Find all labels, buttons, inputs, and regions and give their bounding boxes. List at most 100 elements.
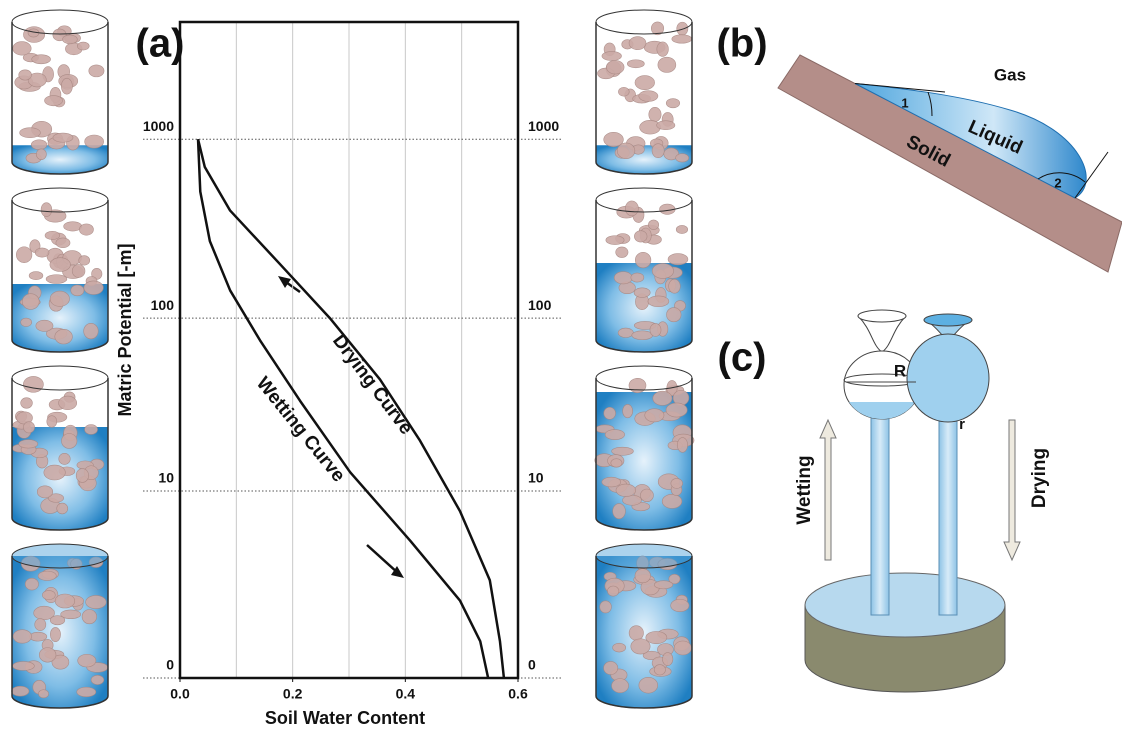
cylinder-edge: [11, 22, 109, 175]
pebble: [652, 390, 673, 406]
pebble: [633, 287, 651, 298]
cylinder-edge: [595, 22, 693, 175]
cylinder: [595, 187, 693, 353]
y-tick-label: 0: [166, 657, 174, 673]
panel-label: (b): [716, 22, 767, 66]
pebble: [653, 664, 666, 676]
pebble: [54, 329, 73, 345]
cylinder-top: [11, 543, 109, 569]
pebble: [624, 200, 639, 217]
y-tick-label: 100: [151, 297, 175, 313]
pebble: [16, 246, 33, 263]
tangent: [854, 83, 946, 93]
radius-label: r: [959, 416, 965, 433]
pebble: [615, 246, 629, 258]
basin-water: [804, 572, 1006, 638]
curve-label: Wetting Curve: [252, 373, 349, 486]
pebble: [12, 661, 35, 671]
tube: [938, 414, 958, 616]
pebble: [56, 502, 69, 515]
pebble: [661, 493, 683, 509]
panel-c: (c) R r Wetting Drying: [718, 309, 1050, 693]
pebble: [675, 225, 689, 234]
pebble: [37, 570, 57, 581]
pebble: [628, 625, 644, 641]
pebble: [20, 317, 32, 327]
pebble: [647, 295, 670, 308]
pebble: [616, 142, 636, 159]
pebble: [617, 327, 634, 338]
x-tick-label: 0.0: [170, 686, 190, 702]
arrow: [366, 544, 399, 574]
liquid-drop: [854, 83, 1087, 199]
pebble: [601, 51, 622, 61]
pebble: [648, 219, 660, 230]
pebble: [62, 34, 78, 45]
y-tick-label: 0: [528, 657, 536, 673]
pebble: [644, 408, 665, 423]
drying-label: Drying: [1029, 448, 1050, 508]
pebble: [673, 640, 692, 656]
pebble: [603, 406, 616, 420]
pebble: [611, 678, 629, 694]
pebble: [604, 429, 625, 440]
pebble: [631, 330, 654, 341]
pebble: [35, 319, 54, 332]
pebble: [35, 148, 47, 160]
pebble: [61, 77, 73, 95]
pebble: [49, 290, 70, 307]
pebble: [626, 59, 645, 69]
pebble: [651, 263, 674, 279]
pebble: [649, 323, 662, 337]
pebble: [31, 54, 51, 65]
y-tick-label: 10: [158, 470, 174, 486]
pebble: [45, 274, 68, 284]
pebble: [612, 642, 627, 653]
pebble: [601, 476, 622, 488]
pebble: [76, 686, 97, 698]
pebble: [648, 106, 662, 122]
cylinder: [595, 543, 693, 709]
cylinder-top: [595, 543, 693, 569]
pebble: [634, 230, 648, 243]
pebble: [610, 458, 623, 468]
pebble: [656, 41, 669, 57]
pebble: [630, 272, 645, 283]
pebble: [634, 568, 651, 584]
pebble: [42, 590, 56, 601]
pebble: [23, 421, 35, 434]
x-axis-label: Soil Water Content: [265, 708, 425, 728]
pebble: [634, 252, 652, 269]
pebble: [88, 64, 105, 78]
pebble: [33, 605, 55, 621]
radius-label: R: [894, 361, 906, 380]
arrow-head: [278, 276, 291, 288]
pebble: [84, 134, 104, 149]
pebble: [628, 36, 647, 51]
gas-label: Gas: [994, 65, 1026, 84]
cylinder-edge: [11, 378, 109, 531]
pebble: [75, 468, 89, 483]
panel-b: (b) Gas Liquid Solid 1 2: [716, 22, 1122, 273]
panel-label: (c): [718, 336, 767, 380]
pebble: [613, 271, 633, 285]
pebble: [58, 395, 78, 411]
pebble: [653, 580, 674, 590]
bulb: [906, 333, 990, 423]
rim: [923, 313, 973, 327]
pebble: [44, 231, 61, 240]
pebble: [52, 132, 74, 143]
x-tick-label: 0.6: [508, 686, 528, 702]
pebble: [46, 415, 58, 428]
arrow-head: [391, 566, 404, 578]
pebble: [18, 439, 39, 449]
pebble: [43, 464, 66, 481]
pebble: [607, 585, 620, 597]
tangent: [1074, 151, 1109, 199]
water: [12, 145, 108, 174]
pebble: [79, 223, 94, 236]
pebble: [83, 280, 104, 295]
curve: [196, 138, 506, 679]
pebble: [668, 278, 681, 294]
